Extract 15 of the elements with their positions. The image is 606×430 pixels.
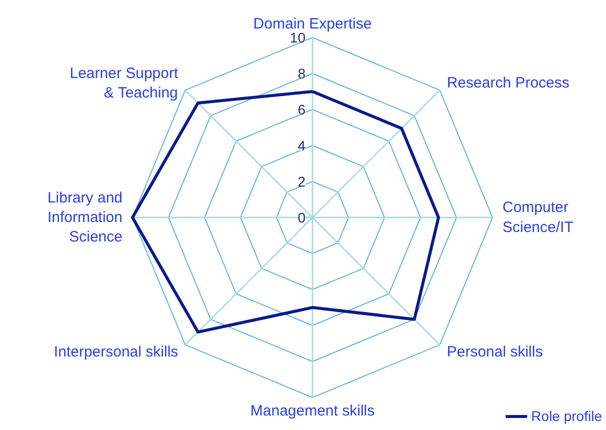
y-tick-label: 6 [298,102,306,118]
y-tick-label: 10 [290,30,306,46]
spoke-label: Research Process [446,74,570,92]
y-tick-label: 8 [298,66,306,82]
spoke-label: Interpersonal skills [54,343,178,360]
legend-label: Role profile [531,408,602,424]
spoke-label: Computer Science/IT [502,199,574,236]
y-tick-label: 0 [298,210,306,226]
y-tick-label: 4 [298,138,306,154]
y-tick-label: 2 [298,174,306,190]
spoke-label: Library and Information Science [47,189,123,246]
spoke-label: Management skills [250,402,375,420]
spoke-label: Domain Expertise [253,16,372,32]
spoke-label: Learner Support & Teaching [70,64,179,102]
spoke-label: Personal skills [446,343,543,360]
